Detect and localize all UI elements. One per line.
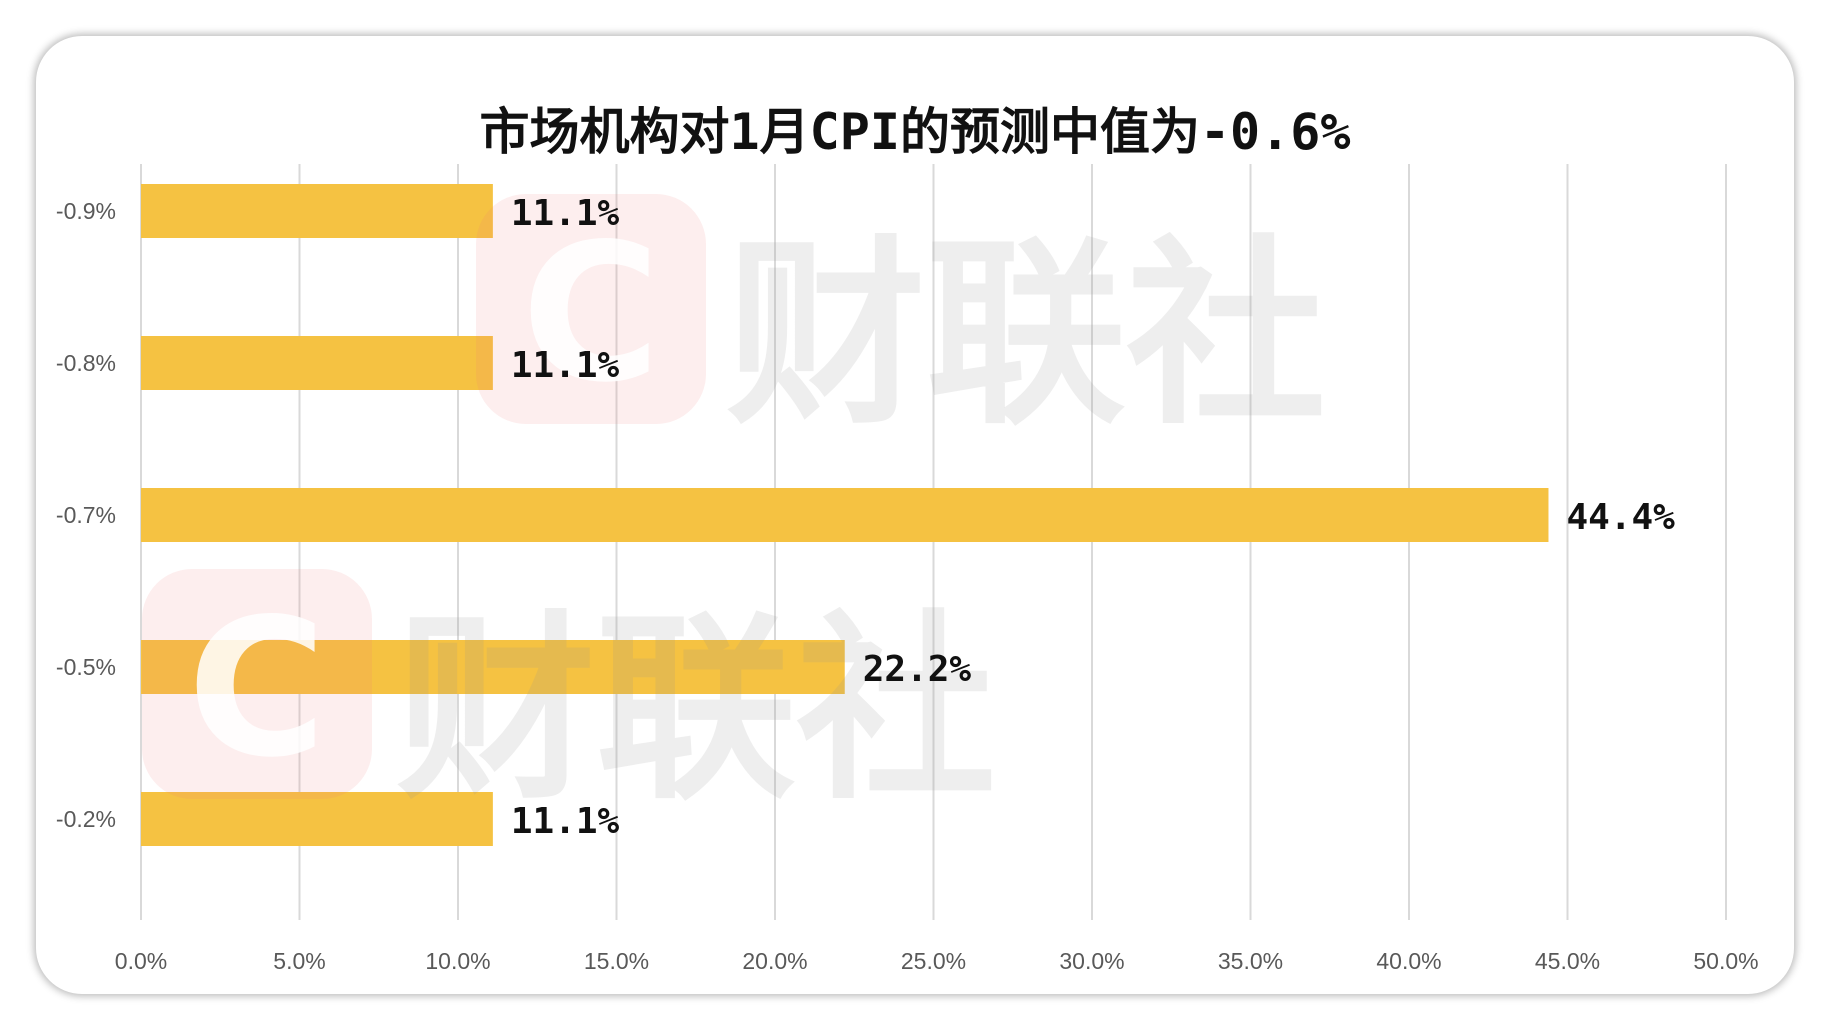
data-label: 44.4% [1566, 497, 1675, 538]
watermark-logo-letter: C [187, 578, 326, 799]
chart-card: 市场机构对1月CPI的预测中值为-0.6% 0.0% 5.0% 10.0% 15.0%… [36, 36, 1794, 994]
bars [141, 184, 1549, 846]
bar [141, 488, 1549, 542]
watermark-text: 财联社 [726, 219, 1326, 452]
x-tick-label: 0.0% [115, 948, 167, 974]
x-tick-label: 25.0% [901, 948, 966, 974]
y-category-label: -0.7% [56, 502, 116, 528]
y-axis-categories: -0.9% -0.8% -0.7% -0.5% -0.2% [56, 198, 116, 832]
watermark-group: C 财联社 [142, 569, 996, 827]
y-category-label: -0.2% [56, 806, 116, 832]
x-tick-label: 30.0% [1059, 948, 1124, 974]
data-label: 22.2% [863, 649, 972, 690]
x-axis-ticks: 0.0% 5.0% 10.0% 15.0% 20.0% 25.0% 30.0% 35.0% 40… [115, 948, 1759, 974]
data-label: 11.1% [511, 801, 620, 842]
bar [141, 792, 493, 846]
x-tick-label: 20.0% [742, 948, 807, 974]
y-category-label: -0.9% [56, 198, 116, 224]
chart-title: 市场机构对1月CPI的预测中值为-0.6% [479, 103, 1351, 161]
x-tick-label: 40.0% [1376, 948, 1441, 974]
x-tick-label: 50.0% [1693, 948, 1758, 974]
x-tick-label: 5.0% [273, 948, 325, 974]
data-label: 11.1% [511, 193, 620, 234]
y-category-label: -0.8% [56, 350, 116, 376]
data-label: 11.1% [511, 345, 620, 386]
watermark-group: C 财联社 [476, 194, 1326, 452]
chart-plot: 0.0% 5.0% 10.0% 15.0% 20.0% 25.0% 30.0% 35.0% 40… [56, 164, 1759, 974]
x-tick-label: 10.0% [425, 948, 490, 974]
data-labels: 11.1% 11.1% 44.4% 22.2% 11.1% [511, 193, 1675, 842]
x-tick-label: 45.0% [1535, 948, 1600, 974]
x-tick-label: 35.0% [1218, 948, 1283, 974]
watermark-text: 财联社 [396, 594, 996, 827]
x-tick-label: 15.0% [584, 948, 649, 974]
y-category-label: -0.5% [56, 654, 116, 680]
watermark-logo-letter: C [521, 203, 660, 424]
watermark-logo [142, 569, 372, 799]
watermark-logo [476, 194, 706, 424]
bar [141, 184, 493, 238]
bar [141, 640, 845, 694]
watermark: C 财联社 C 财联社 [142, 194, 1326, 827]
bar [141, 336, 493, 390]
